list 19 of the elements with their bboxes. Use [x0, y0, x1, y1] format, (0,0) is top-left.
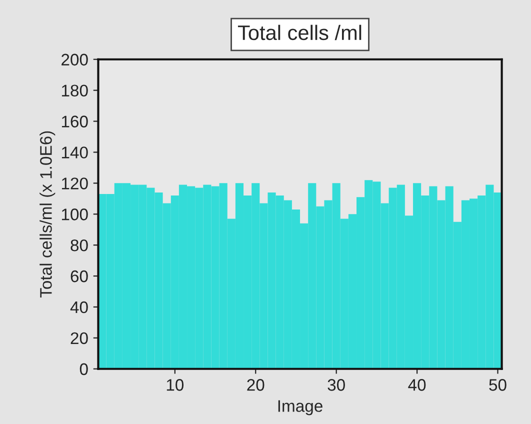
y-tick-label: 140 — [62, 146, 88, 158]
y-tick-label: 120 — [62, 178, 88, 190]
y-tick-label: 200 — [62, 54, 88, 66]
y-tick-label: 60 — [70, 270, 88, 282]
y-tick-label: 0 — [80, 363, 88, 376]
x-tick-label: 50 — [489, 379, 506, 391]
y-tick-label: 20 — [70, 332, 88, 344]
y-tick-label: 80 — [70, 239, 88, 252]
y-tick-label: 40 — [70, 301, 88, 314]
y-tick-label: 180 — [62, 84, 88, 97]
x-tick-label: 20 — [247, 379, 264, 391]
y-tick-label: 100 — [62, 208, 88, 220]
y-axis-title: Total cells/ml (x 1.0E6) — [40, 131, 56, 298]
chart-title: Total cells /ml — [238, 24, 362, 40]
x-tick-label: 40 — [408, 379, 426, 391]
y-tick-label: 160 — [62, 116, 88, 128]
x-tick-label: 30 — [328, 379, 345, 391]
x-axis-title: Image — [278, 400, 322, 416]
x-tick-label: 10 — [166, 379, 184, 391]
